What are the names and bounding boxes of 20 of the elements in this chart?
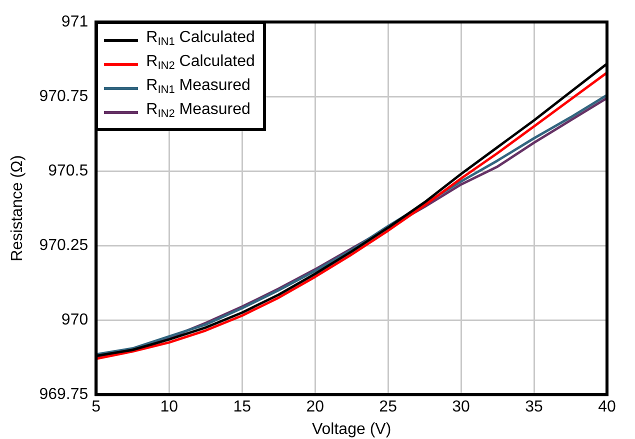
legend-label: R$_{IN2}$ Measured xyxy=(146,100,250,122)
legend-label: R$_{IN2}$ Calculated xyxy=(146,52,255,74)
y-tick-label: 970.25 xyxy=(39,236,88,254)
x-axis-title: Voltage (V) xyxy=(312,420,392,438)
y-tick-label: 970.5 xyxy=(48,162,88,180)
x-tick-label: 30 xyxy=(452,398,470,416)
x-tick-label: 15 xyxy=(233,398,252,416)
y-tick-label: 969.75 xyxy=(39,386,88,404)
x-tick-label: 20 xyxy=(306,398,324,416)
legend-label: R$_{IN1}$ Measured xyxy=(146,76,250,98)
legend-label: R$_{IN1}$ Calculated xyxy=(146,28,255,50)
x-tick-label: 5 xyxy=(92,398,101,416)
y-tick-label: 970 xyxy=(61,311,88,328)
y-tick-label: 971 xyxy=(61,13,88,30)
y-tick-label: 970.75 xyxy=(39,88,88,105)
y-axis-title: Resistance (Ω) xyxy=(9,155,26,262)
x-tick-label: 25 xyxy=(379,398,398,416)
x-tick-label: 40 xyxy=(598,398,616,416)
x-tick-label: 10 xyxy=(160,398,178,416)
x-tick-label: 35 xyxy=(525,398,544,416)
